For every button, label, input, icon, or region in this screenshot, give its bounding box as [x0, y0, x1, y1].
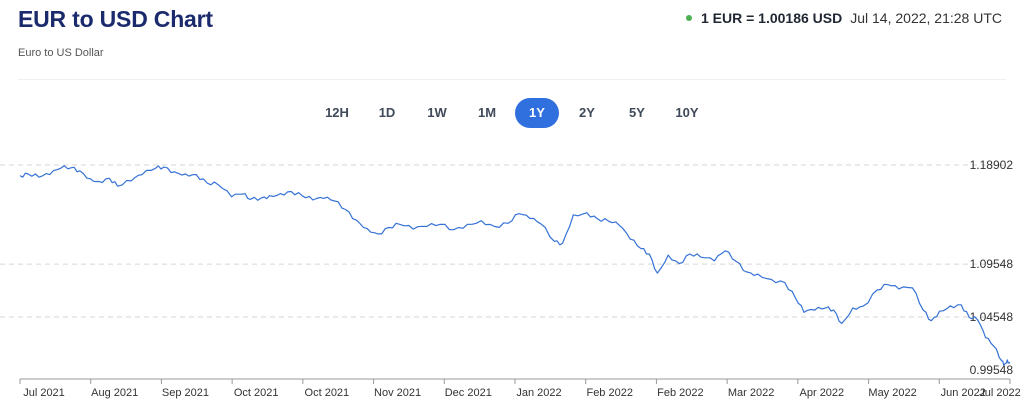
live-status-dot: [685, 15, 692, 21]
current-rate: 1 EUR = 1.00186 USD Jul 14, 2022, 21:28 …: [685, 10, 1002, 26]
x-tick-label: Jul 2022: [979, 387, 1021, 399]
range-1m-button[interactable]: 1M: [477, 105, 497, 120]
range-1w-button[interactable]: 1W: [427, 105, 447, 120]
x-tick-label: Jun 2022: [941, 387, 986, 399]
range-10y-button[interactable]: 10Y: [675, 105, 699, 120]
header-divider: [18, 79, 1006, 80]
x-tick-label: Feb 2022: [586, 387, 632, 399]
x-tick-label: Oct 2021: [305, 387, 350, 399]
x-tick-label: Aug 2021: [91, 387, 138, 399]
page-title: EUR to USD Chart: [18, 6, 213, 32]
x-tick-label: Feb 2022: [657, 387, 703, 399]
x-tick-label: May 2022: [868, 387, 916, 399]
y-tick-label: 1.09548: [970, 257, 1014, 271]
range-2y-button[interactable]: 2Y: [579, 105, 595, 120]
range-1y-button[interactable]: 1Y: [515, 98, 559, 128]
x-tick-label: Oct 2021: [234, 387, 279, 399]
y-tick-label: 0.99548: [970, 363, 1014, 377]
range-5y-button[interactable]: 5Y: [629, 105, 645, 120]
series-line: [19, 165, 1011, 366]
y-tick-label: 1.04548: [970, 310, 1014, 324]
x-tick-label: Jul 2021: [23, 387, 65, 399]
x-tick-label: Jan 2022: [516, 387, 561, 399]
x-tick-label: Sep 2021: [162, 387, 209, 399]
rate-value: 1 EUR = 1.00186 USD: [700, 10, 843, 26]
x-tick-label: Apr 2022: [800, 387, 845, 399]
rate-timestamp: Jul 14, 2022, 21:28 UTC: [850, 10, 1002, 26]
range-selector: 12H 1D 1W 1M 1Y 2Y 5Y 10Y: [0, 98, 1024, 128]
range-1d-button[interactable]: 1D: [378, 105, 396, 120]
y-tick-label: 1.18902: [970, 158, 1014, 172]
range-12h-button[interactable]: 12H: [325, 105, 349, 120]
x-tick-label: Mar 2022: [728, 387, 774, 399]
page-subtitle: Euro to US Dollar: [18, 47, 104, 59]
x-tick-label: Nov 2021: [374, 387, 421, 399]
x-tick-label: Dec 2021: [445, 387, 492, 399]
